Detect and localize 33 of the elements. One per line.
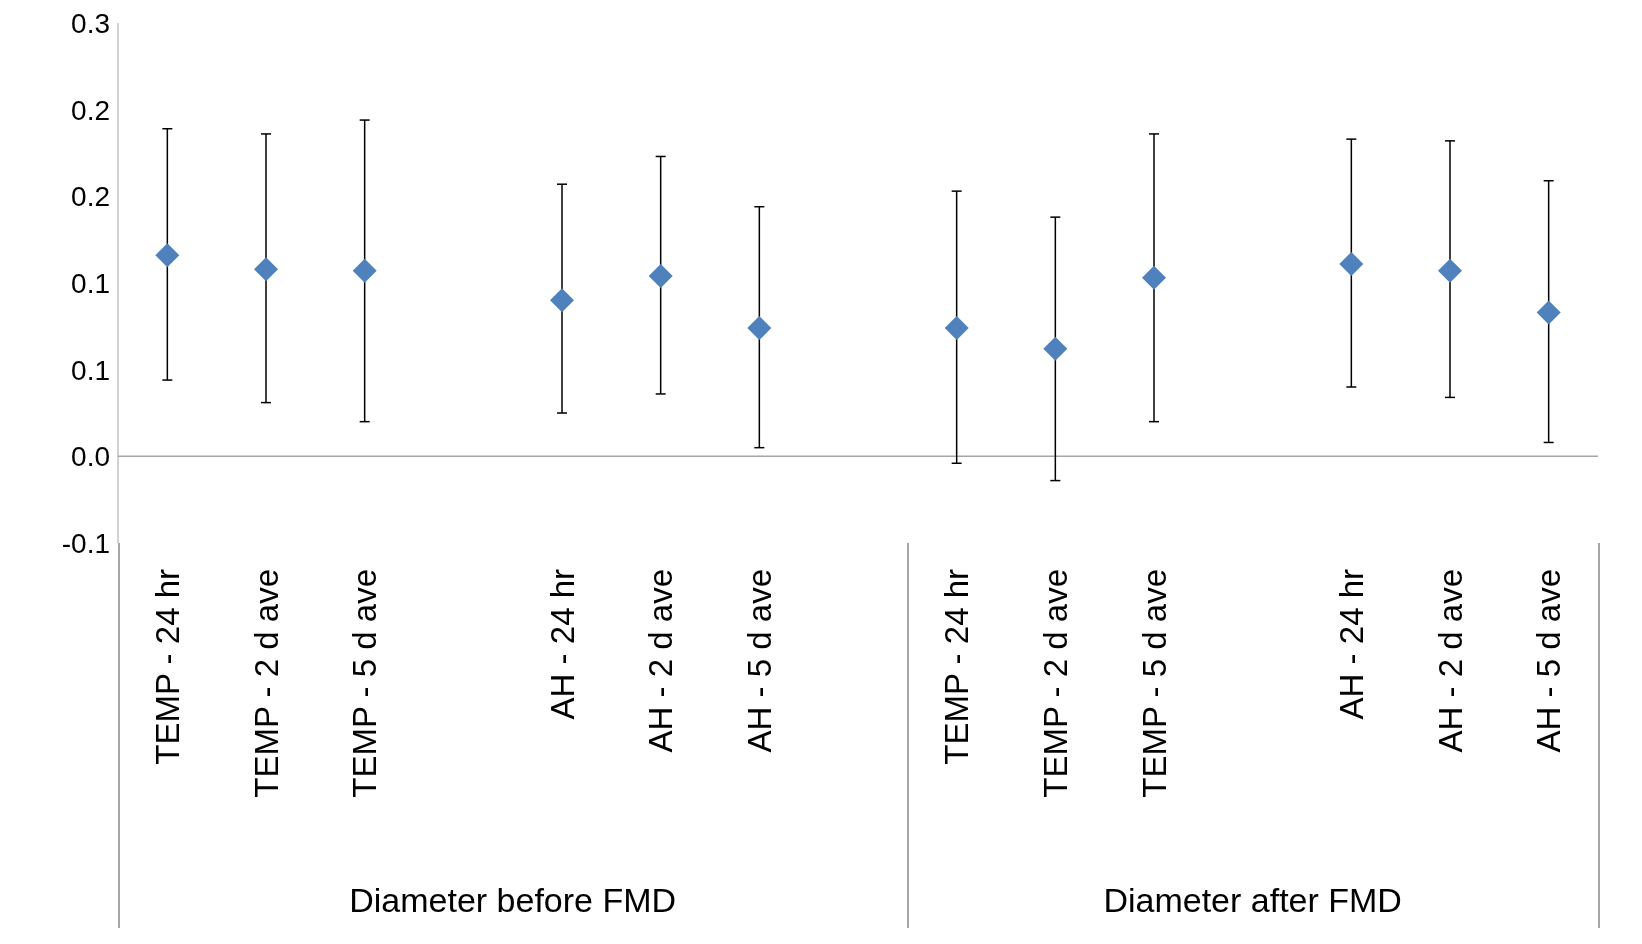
x-tick-label: AH - 5 d ave — [1530, 569, 1568, 753]
y-tick-label: 0.1 — [71, 354, 110, 386]
point — [352, 258, 377, 283]
x-tick-label: AH - 24 hr — [543, 568, 581, 720]
y-tick-label: 0.3 — [71, 7, 110, 39]
x-tick-label: TEMP - 2 d ave — [247, 569, 285, 798]
point — [648, 264, 673, 289]
y-tick-label: 0.1 — [71, 267, 110, 299]
x-tick-label: AH - 24 hr — [1332, 568, 1370, 720]
x-tick-label: TEMP - 5 d ave — [1135, 569, 1173, 798]
x-tick-label: TEMP - 5 d ave — [346, 569, 384, 798]
point — [155, 243, 180, 268]
point — [944, 316, 969, 341]
point — [1339, 251, 1364, 276]
text: Diameter before FMD — [348, 881, 678, 920]
x-tick-label: AH - 2 d ave — [642, 569, 680, 753]
point — [1536, 300, 1561, 325]
point — [550, 288, 574, 313]
point — [254, 257, 278, 282]
point — [1043, 336, 1068, 361]
text: Diameter after FMD — [1102, 881, 1403, 920]
point — [1438, 258, 1462, 283]
x-tick-label: AH - 2 d ave — [1431, 569, 1469, 753]
point — [747, 316, 772, 341]
x-tick-label: AH - 5 d ave — [740, 569, 778, 753]
x-tick-label: TEMP - 24 hr — [148, 569, 186, 765]
point — [1142, 265, 1166, 290]
y-tick-label: 0.0 — [71, 441, 110, 473]
x-tick-label: TEMP - 2 d ave — [1036, 569, 1074, 798]
y-tick-label: 0.2 — [71, 94, 110, 126]
y-tick-label: 0.2 — [71, 181, 110, 213]
x-tick-label: TEMP - 24 hr — [938, 569, 976, 765]
y-tick-label: -0.1 — [61, 527, 110, 559]
